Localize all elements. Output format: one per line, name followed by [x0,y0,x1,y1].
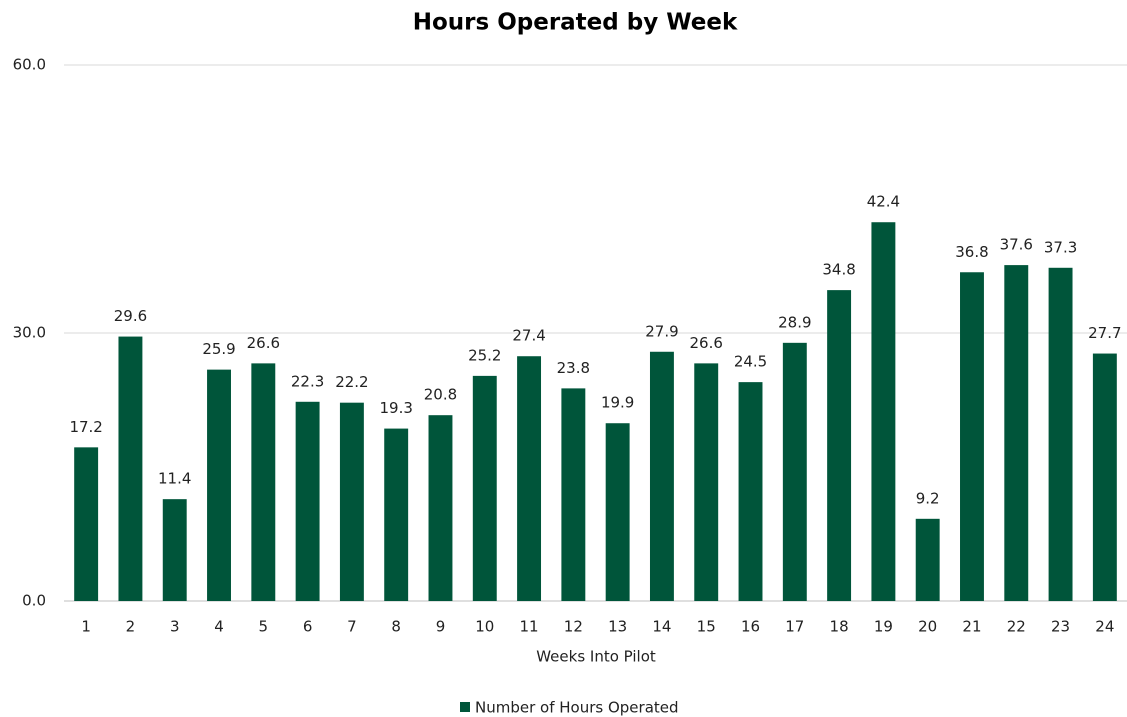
data-label: 24.5 [734,353,767,371]
bar [1048,267,1073,601]
x-tick-label: 15 [697,618,716,636]
data-label: 27.9 [645,322,678,340]
y-tick-label: 0.0 [22,592,46,610]
data-label: 22.3 [291,372,324,390]
bar [1004,265,1029,601]
bar [118,336,143,601]
bar [694,363,719,601]
data-label: 27.7 [1088,324,1121,342]
data-label: 19.9 [601,394,634,412]
x-tick-label: 19 [874,618,893,636]
x-axis-title: Weeks Into Pilot [536,648,656,666]
bar [517,356,542,601]
data-label: 17.2 [69,418,102,436]
y-tick-label: 30.0 [13,324,46,342]
x-tick-label: 2 [126,618,136,636]
data-label: 28.9 [778,313,811,331]
x-tick-label: 18 [830,618,849,636]
x-tick-label: 9 [436,618,446,636]
data-label: 22.2 [335,373,368,391]
x-tick-label: 23 [1051,618,1070,636]
bar [871,222,896,601]
bar [162,499,187,601]
x-tick-label: 6 [303,618,313,636]
x-tick-label: 22 [1007,618,1026,636]
bar [782,342,807,601]
data-label: 9.2 [916,489,940,507]
chart-title: Hours Operated by Week [413,10,738,36]
data-label: 37.3 [1044,238,1077,256]
x-tick-label: 12 [564,618,583,636]
x-tick-label: 7 [347,618,357,636]
bar [251,363,276,601]
x-tick-label: 21 [962,618,981,636]
data-label: 23.8 [557,359,590,377]
x-tick-label: 14 [652,618,671,636]
bar [915,518,940,601]
data-label: 37.6 [1000,236,1033,254]
bar [472,375,497,601]
bar [649,351,674,601]
x-tick-label: 13 [608,618,627,636]
data-label: 26.6 [247,334,280,352]
data-label: 19.3 [379,399,412,417]
x-tick-label: 8 [391,618,401,636]
bar [827,290,852,601]
bar [295,401,320,601]
x-tick-label: 11 [520,618,539,636]
bar [384,428,409,601]
data-label: 42.4 [867,193,900,211]
data-label: 25.2 [468,346,501,364]
data-label: 11.4 [158,470,191,488]
data-label: 34.8 [822,261,855,279]
x-tick-label: 1 [81,618,91,636]
legend-label: Number of Hours Operated [475,699,679,717]
x-tick-label: 17 [785,618,804,636]
legend-swatch [460,702,470,712]
data-label: 36.8 [955,243,988,261]
data-label: 20.8 [424,386,457,404]
bar [605,423,630,601]
x-tick-label: 10 [475,618,494,636]
data-label: 29.6 [114,307,147,325]
bar [74,447,99,601]
bar [428,415,453,601]
bar [207,369,231,601]
y-tick-label: 60.0 [13,56,46,74]
bar [339,402,364,601]
x-tick-label: 5 [259,618,269,636]
x-tick-label: 3 [170,618,180,636]
x-tick-label: 4 [214,618,224,636]
data-label: 27.4 [512,327,545,345]
bar [738,382,763,601]
x-tick-label: 20 [918,618,937,636]
bar [1092,353,1117,601]
data-label: 25.9 [202,340,235,358]
bar [960,272,984,601]
x-tick-label: 24 [1095,618,1114,636]
bar [561,388,586,601]
x-tick-label: 16 [741,618,760,636]
data-label: 26.6 [690,334,723,352]
